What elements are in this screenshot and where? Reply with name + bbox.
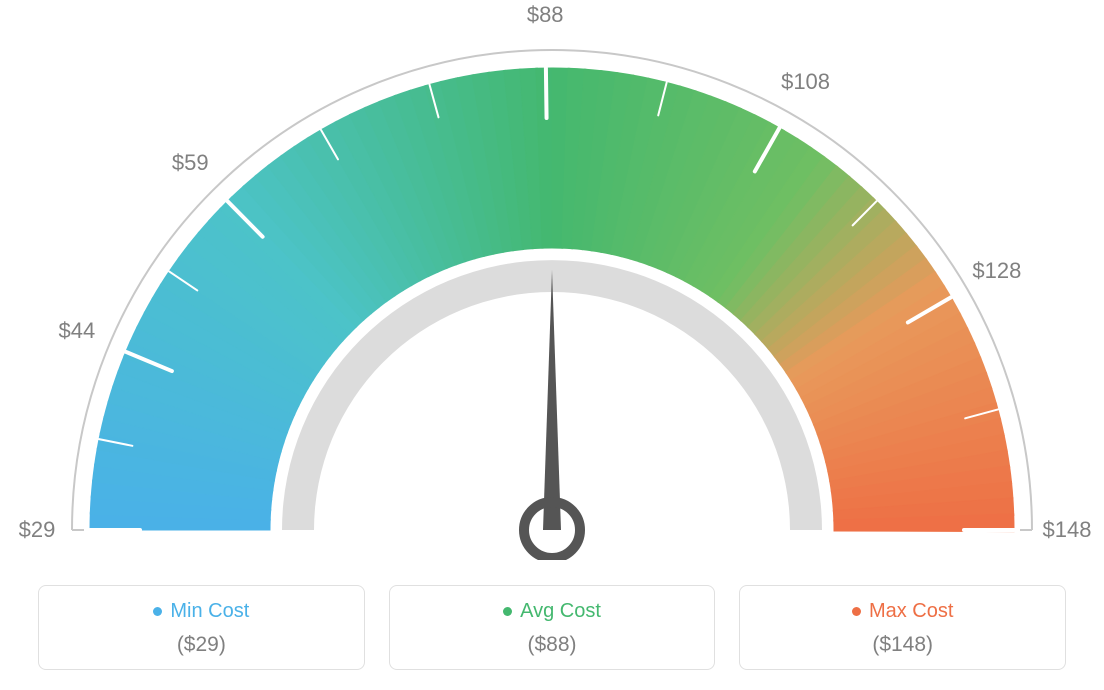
- legend-title: Min Cost: [153, 600, 249, 623]
- gauge-chart: $29 $44 $59 $88 $108 $128 $148: [0, 0, 1104, 560]
- legend-card-avg: Avg Cost ($88): [389, 585, 716, 670]
- legend-title: Avg Cost: [503, 600, 601, 623]
- legend-dot-icon: [153, 607, 162, 616]
- gauge-tick-label: $29: [19, 517, 56, 543]
- legend-row: Min Cost ($29) Avg Cost ($88) Max Cost ($148): [38, 585, 1066, 670]
- legend-dot-icon: [852, 607, 861, 616]
- gauge-tick-label: $88: [527, 2, 564, 28]
- gauge-tick-label: $148: [1043, 517, 1092, 543]
- gauge-tick-label: $44: [58, 318, 95, 344]
- legend-value: ($88): [400, 633, 705, 657]
- gauge-svg: [0, 0, 1104, 560]
- legend-card-min: Min Cost ($29): [38, 585, 365, 670]
- gauge-tick-label: $59: [172, 150, 209, 176]
- legend-dot-icon: [503, 607, 512, 616]
- legend-title-text: Max Cost: [869, 600, 953, 623]
- legend-title-text: Avg Cost: [520, 600, 601, 623]
- legend-card-max: Max Cost ($148): [739, 585, 1066, 670]
- legend-value: ($148): [750, 633, 1055, 657]
- gauge-tick-label: $128: [972, 258, 1021, 284]
- legend-value: ($29): [49, 633, 354, 657]
- gauge-tick-label: $108: [781, 69, 830, 95]
- gauge-needle: [543, 270, 561, 530]
- legend-title: Max Cost: [852, 600, 953, 623]
- legend-title-text: Min Cost: [170, 600, 249, 623]
